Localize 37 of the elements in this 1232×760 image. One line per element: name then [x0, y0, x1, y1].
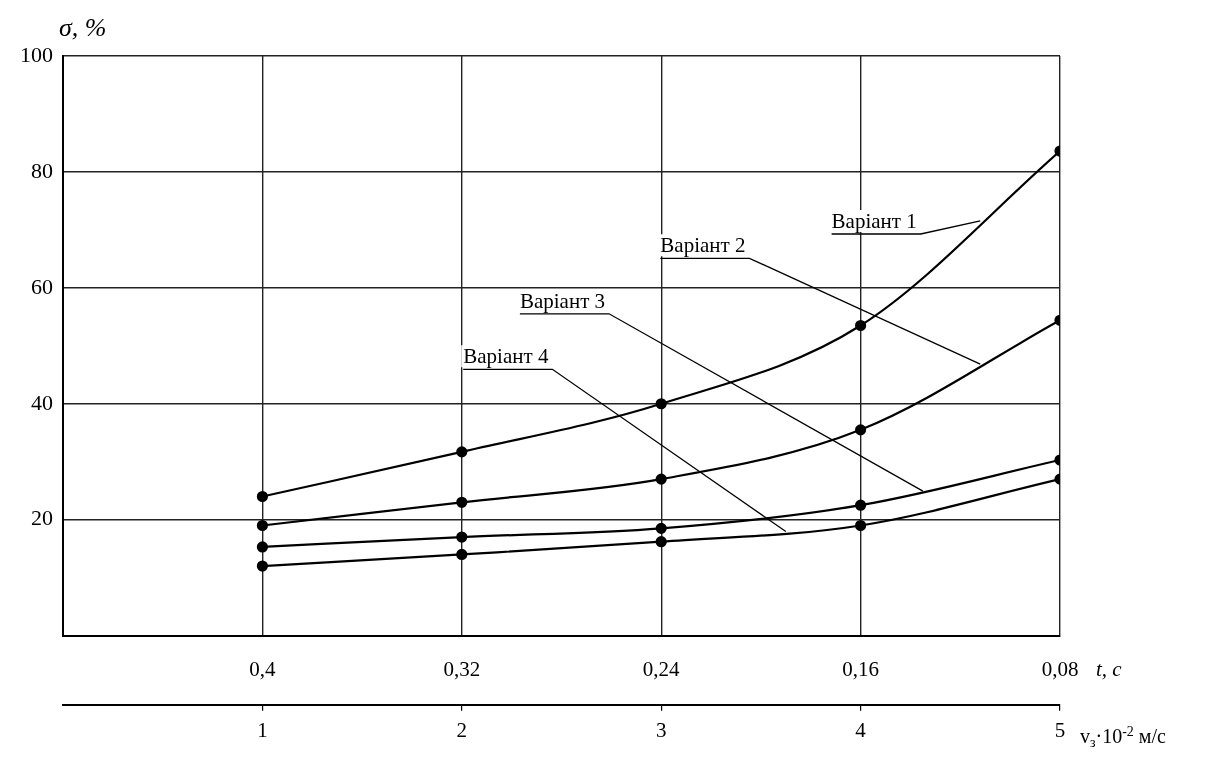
- point: [855, 424, 867, 436]
- x-tick-label: 0,24: [642, 656, 681, 681]
- text: Варіант 2: [660, 233, 746, 258]
- point: [655, 473, 667, 485]
- x-tick-label: 0,32: [443, 656, 481, 681]
- point: [655, 398, 667, 410]
- x2-tick-label: 1: [257, 717, 268, 742]
- text: Варіант 3: [519, 288, 606, 313]
- x-tick-label: 0,08: [1041, 656, 1079, 681]
- point: [456, 446, 468, 458]
- text: Варіант 4: [463, 344, 549, 369]
- y-tick-label: 100: [20, 41, 53, 67]
- x2-tick-label: 4: [855, 717, 867, 742]
- point: [256, 519, 268, 532]
- point: [256, 560, 268, 572]
- point: [655, 522, 667, 534]
- point: [855, 499, 867, 511]
- series-label: Варіант 1: [831, 209, 917, 233]
- y-axis-title: σ, %: [59, 13, 107, 42]
- y-tick-label: 20: [31, 505, 53, 531]
- point: [855, 519, 867, 532]
- point: [256, 541, 268, 553]
- x-tick-label: 0,16: [842, 656, 879, 681]
- point: [655, 536, 667, 548]
- y-tick-label: 60: [31, 273, 53, 299]
- point: [256, 490, 268, 503]
- x-axis-title: t, c: [1096, 656, 1123, 681]
- point: [456, 548, 468, 561]
- point: [456, 496, 468, 508]
- point: [456, 531, 468, 543]
- point: [855, 319, 867, 332]
- y-tick-label: 40: [31, 389, 53, 415]
- x2-tick-label: 3: [655, 717, 667, 742]
- x2-tick-label: 5: [1054, 717, 1066, 742]
- y-tick-label: 80: [31, 157, 53, 183]
- x-tick-label: 0,4: [249, 656, 277, 681]
- x2-tick-label: 2: [456, 717, 468, 742]
